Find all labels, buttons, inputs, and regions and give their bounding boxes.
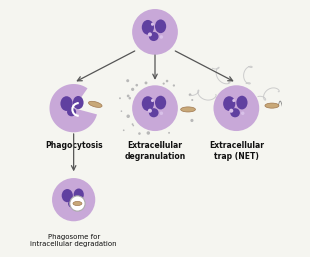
Ellipse shape	[230, 108, 240, 117]
Circle shape	[126, 79, 129, 82]
Circle shape	[144, 81, 148, 84]
Text: Phagosome for
intracellular degradation: Phagosome for intracellular degradation	[30, 234, 117, 247]
Ellipse shape	[223, 96, 235, 111]
Ellipse shape	[142, 96, 154, 111]
Ellipse shape	[181, 107, 195, 112]
Ellipse shape	[73, 96, 84, 109]
Circle shape	[151, 23, 154, 26]
Circle shape	[232, 99, 235, 102]
Ellipse shape	[60, 96, 73, 111]
Circle shape	[131, 88, 134, 91]
Circle shape	[159, 145, 163, 148]
Circle shape	[138, 132, 141, 135]
Circle shape	[189, 93, 192, 96]
Ellipse shape	[149, 32, 158, 41]
Circle shape	[123, 130, 125, 131]
Circle shape	[132, 9, 178, 55]
Polygon shape	[50, 84, 97, 132]
Circle shape	[166, 80, 168, 82]
Circle shape	[132, 125, 134, 126]
Circle shape	[126, 115, 130, 118]
Text: Phagocytosis: Phagocytosis	[45, 141, 103, 150]
Text: Extracellular
degranulation: Extracellular degranulation	[124, 141, 186, 161]
Ellipse shape	[67, 108, 76, 116]
Ellipse shape	[149, 108, 158, 117]
Ellipse shape	[265, 103, 279, 108]
Circle shape	[129, 97, 131, 99]
Ellipse shape	[62, 189, 73, 202]
Circle shape	[148, 109, 152, 113]
Ellipse shape	[88, 101, 102, 107]
Circle shape	[168, 132, 170, 134]
Ellipse shape	[74, 188, 84, 201]
Circle shape	[191, 99, 193, 101]
Ellipse shape	[155, 96, 166, 109]
Circle shape	[162, 82, 165, 85]
Circle shape	[135, 84, 138, 87]
Circle shape	[132, 123, 133, 125]
Circle shape	[160, 35, 163, 39]
Circle shape	[190, 119, 193, 122]
Circle shape	[214, 85, 259, 131]
Circle shape	[70, 196, 85, 211]
Circle shape	[147, 131, 150, 135]
Circle shape	[127, 95, 130, 97]
Circle shape	[121, 110, 122, 112]
Ellipse shape	[73, 201, 82, 206]
Circle shape	[119, 97, 121, 99]
Circle shape	[229, 109, 233, 113]
Ellipse shape	[236, 96, 248, 109]
Circle shape	[173, 84, 175, 87]
Circle shape	[148, 32, 152, 36]
Circle shape	[132, 85, 178, 131]
Circle shape	[52, 178, 95, 221]
Circle shape	[151, 99, 154, 102]
Text: Extracellular
trap (NET): Extracellular trap (NET)	[209, 141, 264, 161]
Circle shape	[241, 112, 245, 115]
Circle shape	[160, 112, 163, 115]
Ellipse shape	[142, 20, 154, 35]
Ellipse shape	[68, 200, 77, 208]
Ellipse shape	[155, 20, 166, 33]
